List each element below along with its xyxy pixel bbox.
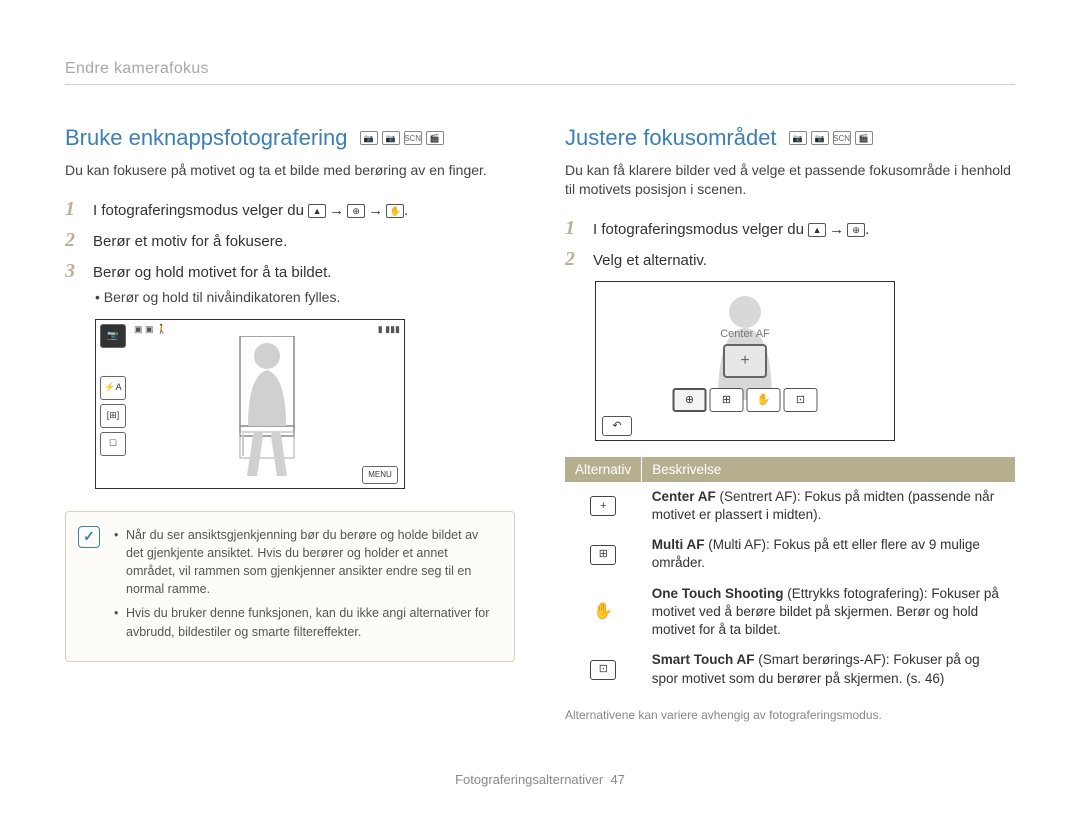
note-box: ✓ Når du ser ansiktsgjenkjenning bør du … [65, 511, 515, 662]
footer-page-number: 47 [610, 772, 624, 787]
table-row: ⊡ Smart Touch AF (Smart berørings-AF): F… [565, 645, 1015, 693]
right-title-text: Justere fokusområdet [565, 125, 777, 151]
flash-button[interactable]: ⚡A [100, 376, 126, 400]
one-touch-icon: ✋ [590, 602, 616, 622]
focus-square-icon: ⊕ [347, 204, 365, 218]
step-text: Velg et alternativ. [593, 250, 707, 271]
focus-area-figure: Center AF + ⊕ ⊞ ✋ ⊡ ↶ [595, 281, 895, 441]
preview-topbar: ▣ ▣ 🚶 ▮ ▮▮▮ [134, 324, 400, 335]
mode-icon: 📷 [789, 131, 807, 145]
subject-silhouette [228, 336, 306, 476]
smart-touch-icon: ⊡ [590, 660, 616, 680]
step-number: 1 [565, 217, 583, 240]
step-number: 2 [65, 229, 83, 252]
table-header-beskrivelse: Beskrivelse [642, 457, 1015, 482]
focus-mode-button[interactable]: [⊞] [100, 404, 126, 428]
left-section-title: Bruke enknappsfotografering 📷 📷 SCN 🎬 [65, 125, 515, 151]
focus-option-multi[interactable]: ⊞ [710, 388, 744, 412]
step-number: 3 [65, 260, 83, 283]
settings-button[interactable]: ☐ [100, 432, 126, 456]
topbar-left-icons: ▣ ▣ 🚶 [134, 324, 167, 335]
step-text: Berør et motiv for å fokusere. [93, 231, 287, 252]
nav-up-icon: ▲ [808, 223, 826, 237]
table-row: + Center AF (Sentrert AF): Fokus på midt… [565, 482, 1015, 530]
note-item: Når du ser ansiktsgjenkjenning bør du be… [114, 526, 498, 599]
step-3: 3 Berør og hold motivet for å ta bildet. [65, 260, 515, 283]
step-number: 2 [565, 248, 583, 271]
right-footnote: Alternativene kan variere avhengig av fo… [565, 708, 1015, 722]
mode-icon: 🎬 [855, 131, 873, 145]
left-sub-bullet: Berør og hold til nivåindikatoren fylles… [95, 289, 515, 305]
step-2: 2 Berør et motiv for å fokusere. [65, 229, 515, 252]
focus-mode-label: Center AF [720, 328, 770, 340]
focus-square-icon: ⊕ [847, 223, 865, 237]
page-footer: Fotograferingsalternativer 47 [0, 772, 1080, 787]
center-af-icon: + [590, 496, 616, 516]
mode-icon: 📷 [811, 131, 829, 145]
step-1: 1 I fotograferingsmodus velger du ▲→⊕. [565, 217, 1015, 240]
mode-icons-right: 📷 📷 SCN 🎬 [789, 131, 873, 145]
battery-icon: ▮ ▮▮▮ [378, 324, 400, 335]
note-item: Hvis du bruker denne funksjonen, kan du … [114, 604, 498, 640]
table-row: ✋ One Touch Shooting (Ettrykks fotografe… [565, 579, 1015, 646]
right-intro: Du kan få klarere bilder ved å velge et … [565, 161, 1015, 199]
step-1: 1 I fotograferingsmodus velger du ▲→⊕→✋. [65, 198, 515, 221]
left-title-text: Bruke enknappsfotografering [65, 125, 348, 151]
left-intro: Du kan fokusere på motivet og ta et bild… [65, 161, 515, 180]
left-steps: 1 I fotograferingsmodus velger du ▲→⊕→✋.… [65, 198, 515, 283]
step-number: 1 [65, 198, 83, 221]
table-header-alternativ: Alternativ [565, 457, 642, 482]
right-section-title: Justere fokusområdet 📷 📷 SCN 🎬 [565, 125, 1015, 151]
step-text: I fotograferingsmodus velger du ▲→⊕→✋. [93, 200, 408, 221]
step-text: Berør og hold motivet for å ta bildet. [93, 262, 331, 283]
center-target-icon: + [723, 344, 767, 378]
focus-option-row: ⊕ ⊞ ✋ ⊡ [673, 388, 818, 412]
camera-preview-figure: 📷 ⚡A [⊞] ☐ ▣ ▣ 🚶 ▮ ▮▮▮ [95, 319, 405, 489]
info-icon: ✓ [78, 526, 100, 548]
mode-icons-left: 📷 📷 SCN 🎬 [360, 131, 444, 145]
nav-up-icon: ▲ [308, 204, 326, 218]
preview-sidebar: 📷 ⚡A [⊞] ☐ [96, 320, 130, 488]
mode-icon: 📷 [360, 131, 378, 145]
breadcrumb: Endre kamerafokus [65, 60, 1015, 85]
focus-option-center[interactable]: ⊕ [673, 388, 707, 412]
menu-button[interactable]: MENU [362, 466, 398, 484]
mode-dial-icon: 📷 [100, 324, 126, 348]
mode-icon: 🎬 [426, 131, 444, 145]
right-column: Justere fokusområdet 📷 📷 SCN 🎬 Du kan få… [565, 125, 1015, 722]
footer-section: Fotograferingsalternativer [455, 772, 603, 787]
focus-option-touch[interactable]: ✋ [747, 388, 781, 412]
right-steps: 1 I fotograferingsmodus velger du ▲→⊕. 2… [565, 217, 1015, 271]
step-2: 2 Velg et alternativ. [565, 248, 1015, 271]
mode-icon: SCN [833, 131, 851, 145]
touch-icon: ✋ [386, 204, 404, 218]
focus-option-smart[interactable]: ⊡ [784, 388, 818, 412]
mode-icon: SCN [404, 131, 422, 145]
back-button[interactable]: ↶ [602, 416, 632, 436]
mode-icon: 📷 [382, 131, 400, 145]
focus-options-table: Alternativ Beskrivelse + Center AF (Sent… [565, 457, 1015, 694]
table-row: ⊞ Multi AF (Multi AF): Fokus på ett elle… [565, 530, 1015, 578]
step-text: I fotograferingsmodus velger du ▲→⊕. [593, 219, 869, 240]
left-column: Bruke enknappsfotografering 📷 📷 SCN 🎬 Du… [65, 125, 515, 722]
multi-af-icon: ⊞ [590, 545, 616, 565]
